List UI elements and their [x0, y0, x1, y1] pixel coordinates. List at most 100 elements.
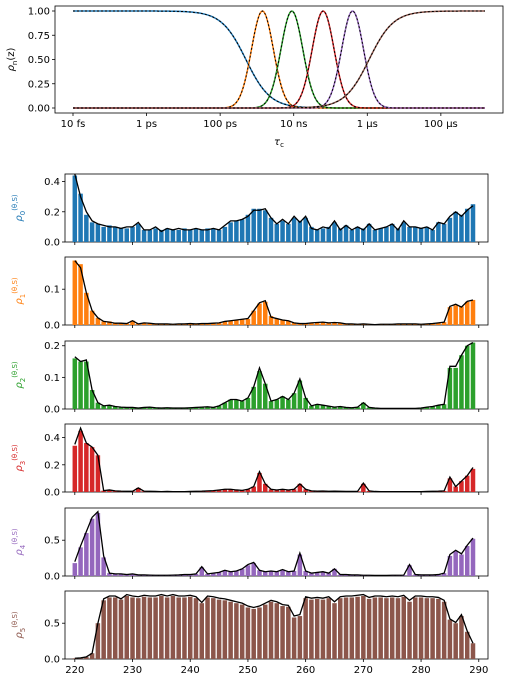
bar	[459, 306, 464, 325]
bar	[459, 355, 464, 409]
bar	[234, 399, 239, 409]
bar	[332, 603, 337, 659]
bar	[228, 571, 233, 576]
bar	[389, 223, 395, 242]
bar	[89, 310, 95, 325]
bar	[170, 596, 176, 659]
bar	[286, 489, 291, 492]
bar	[187, 323, 193, 325]
bar	[130, 597, 135, 659]
bar	[280, 220, 285, 242]
bar	[470, 342, 476, 409]
bar	[205, 597, 210, 659]
bar	[130, 573, 135, 576]
y-tick-label: 0.25	[28, 79, 50, 90]
bar	[251, 486, 256, 492]
bar	[326, 322, 331, 325]
bar	[205, 406, 210, 409]
bar	[395, 228, 401, 242]
bar	[268, 570, 274, 576]
bar	[453, 623, 458, 659]
bar	[222, 226, 228, 242]
fit-line	[74, 342, 474, 410]
bar	[245, 489, 251, 492]
bar	[95, 623, 101, 659]
bar	[274, 223, 280, 242]
y-tick-label: 0.0	[44, 405, 60, 416]
bar	[280, 396, 285, 409]
bar	[263, 571, 268, 576]
bar	[216, 599, 222, 659]
bar	[216, 489, 222, 492]
bar	[338, 406, 343, 409]
bar	[297, 483, 303, 492]
bar	[228, 320, 233, 325]
plot-frame	[64, 423, 489, 493]
bar	[430, 229, 435, 242]
x-tick-label: 280	[412, 665, 431, 676]
bar	[441, 573, 447, 576]
bar	[101, 557, 106, 576]
bar	[436, 405, 441, 409]
bar	[459, 481, 464, 492]
bar	[118, 228, 124, 242]
bar	[182, 228, 187, 242]
x-tick-label: 100 μs	[424, 119, 458, 130]
bar	[211, 407, 216, 409]
bar	[430, 323, 435, 325]
plot-frame	[64, 507, 489, 577]
bar	[136, 598, 141, 659]
fit-line	[74, 426, 474, 493]
bar	[245, 565, 251, 576]
bar	[222, 600, 228, 659]
bar	[199, 229, 205, 242]
bar	[257, 607, 262, 659]
bar	[107, 597, 112, 659]
bar	[251, 310, 256, 325]
y-tick-label: 0.50	[28, 55, 50, 66]
x-tick-label: 290	[469, 665, 488, 676]
bar	[239, 604, 245, 659]
bar	[453, 367, 458, 409]
bar	[291, 570, 297, 576]
bar	[303, 217, 308, 242]
bar	[464, 301, 470, 325]
bar	[332, 222, 337, 242]
bar	[280, 489, 285, 492]
y-tick-label: 0.5	[44, 536, 60, 547]
bar	[78, 264, 83, 325]
bar	[263, 383, 268, 409]
bar	[187, 574, 193, 576]
bar	[89, 447, 95, 492]
bar	[118, 599, 124, 659]
bar	[263, 604, 268, 659]
x-tick-label: 10 ns	[280, 119, 307, 130]
bar	[89, 653, 95, 659]
bar	[124, 596, 129, 659]
bar	[124, 228, 129, 242]
bar	[268, 316, 274, 325]
bar	[141, 407, 147, 409]
bar	[84, 656, 89, 659]
y-axis-label: ρn(z)	[6, 47, 19, 71]
bar	[147, 597, 153, 659]
bar	[176, 229, 181, 242]
bar	[274, 318, 280, 325]
bar	[268, 217, 274, 242]
bar	[187, 229, 193, 242]
y-tick-label: 0.4	[44, 177, 60, 188]
bar	[314, 229, 320, 242]
x-tick-label: 250	[238, 665, 257, 676]
bar	[320, 599, 326, 659]
bar	[234, 220, 239, 242]
bar	[228, 222, 233, 242]
x-tick-label: 10 fs	[61, 119, 86, 130]
bar	[338, 598, 343, 659]
bar	[459, 214, 464, 242]
bar	[320, 322, 326, 325]
bar	[395, 598, 401, 659]
bar	[141, 322, 147, 325]
bar	[216, 322, 222, 325]
bar	[401, 596, 406, 659]
bar	[147, 229, 153, 242]
